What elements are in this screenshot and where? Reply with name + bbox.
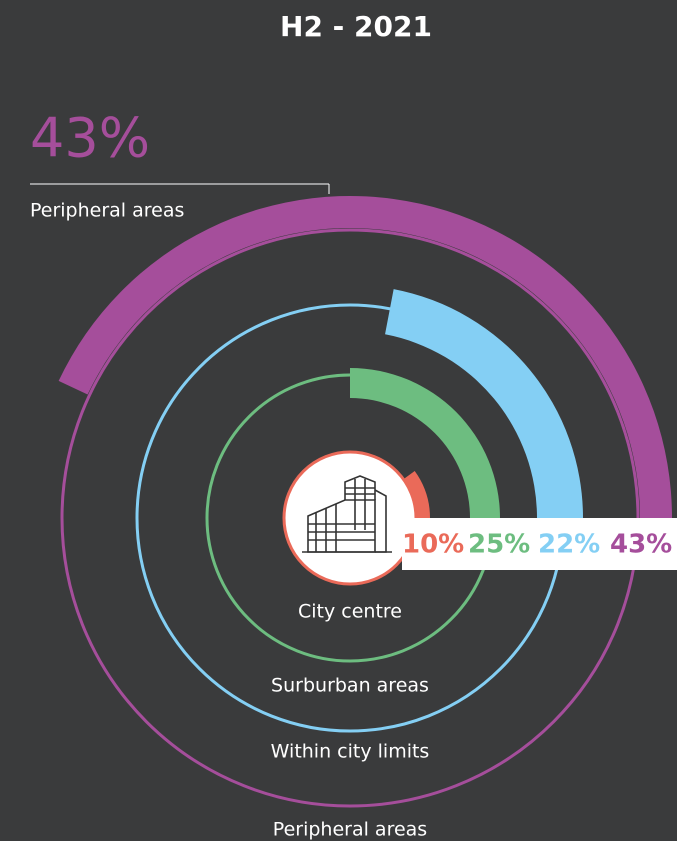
center-circle bbox=[282, 450, 418, 586]
value-label: 10% bbox=[402, 530, 464, 560]
value-label: 43% bbox=[610, 530, 672, 560]
category-label: Surburban areas bbox=[271, 675, 429, 697]
chart-title: H2 - 2021 bbox=[280, 10, 432, 43]
callout-label: Peripheral areas bbox=[30, 200, 184, 222]
value-label: 22% bbox=[538, 530, 600, 560]
arc-bar bbox=[385, 289, 583, 518]
value-label-box bbox=[402, 518, 677, 570]
arc-bar bbox=[350, 368, 500, 518]
building-icon bbox=[302, 475, 392, 553]
category-label: Peripheral areas bbox=[273, 819, 427, 841]
category-label: Within city limits bbox=[271, 741, 430, 763]
callout-value: 43% bbox=[30, 107, 150, 170]
value-label: 25% bbox=[468, 530, 530, 560]
arc-bar bbox=[58, 196, 672, 518]
arc-bar bbox=[403, 470, 430, 518]
category-label: City centre bbox=[298, 601, 402, 623]
